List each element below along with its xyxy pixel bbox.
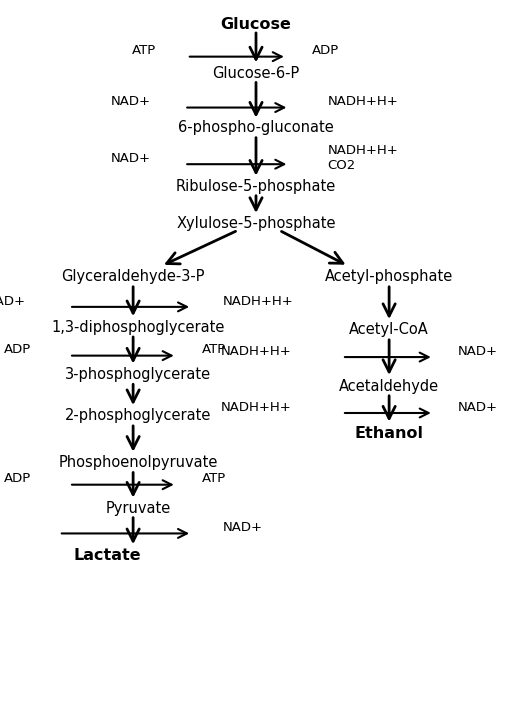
Text: ADP: ADP [4,473,31,485]
Text: Xylulose-5-phosphate: Xylulose-5-phosphate [176,217,336,231]
Text: NAD+: NAD+ [458,401,498,414]
Text: ATP: ATP [202,343,226,356]
Text: NAD+: NAD+ [223,521,263,534]
Text: NAD+: NAD+ [111,152,151,165]
Text: 6-phospho-gluconate: 6-phospho-gluconate [178,120,334,135]
Text: 3-phosphoglycerate: 3-phosphoglycerate [65,367,211,381]
Text: Lactate: Lactate [74,549,141,563]
Text: ATP: ATP [202,473,226,485]
Text: NAD+: NAD+ [458,345,498,358]
Text: Acetyl-CoA: Acetyl-CoA [349,323,429,337]
Text: Acetyl-phosphate: Acetyl-phosphate [325,270,453,284]
Text: Glyceraldehyde-3-P: Glyceraldehyde-3-P [61,270,205,284]
Text: Pyruvate: Pyruvate [105,501,171,516]
Text: Ethanol: Ethanol [355,426,423,440]
Text: NADH+H+: NADH+H+ [223,295,293,308]
Text: ADP: ADP [4,343,31,356]
Text: 1,3-diphosphoglycerate: 1,3-diphosphoglycerate [52,320,225,335]
Text: ADP: ADP [312,44,339,57]
Text: Acetaldehyde: Acetaldehyde [339,379,439,394]
Text: NAD+: NAD+ [0,295,26,308]
Text: NADH+H+: NADH+H+ [328,95,398,108]
Text: Ribulose-5-phosphate: Ribulose-5-phosphate [176,179,336,194]
Text: NAD+: NAD+ [111,95,151,108]
Text: 2-phosphoglycerate: 2-phosphoglycerate [65,409,211,423]
Text: Phosphoenolpyruvate: Phosphoenolpyruvate [58,455,218,470]
Text: NADH+H+: NADH+H+ [221,345,292,358]
Text: NADH+H+
CO2: NADH+H+ CO2 [328,144,398,173]
Text: Glucose: Glucose [221,17,291,32]
Text: ATP: ATP [132,44,156,57]
Text: Glucose-6-P: Glucose-6-P [212,66,300,80]
Text: NADH+H+: NADH+H+ [221,401,292,414]
